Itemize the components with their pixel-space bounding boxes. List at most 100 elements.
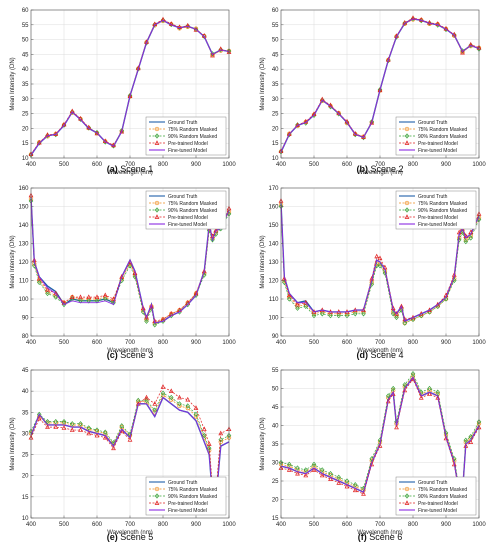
legend-marker (404, 207, 410, 213)
y-tick-label: 80 (22, 334, 29, 340)
data-point (352, 311, 358, 317)
legend-label: Ground Truth (168, 120, 198, 126)
panel-caption: (c) Scene 3 (107, 350, 154, 360)
series-line-90-random-masked (280, 206, 480, 324)
x-tick-label: 500 (59, 522, 70, 528)
data-point (336, 313, 342, 319)
data-point (418, 389, 424, 395)
data-point (160, 384, 166, 389)
data-point (111, 440, 116, 446)
panel-caption: (e) Scene 5 (107, 532, 154, 542)
legend-label: 90% Random Masked (418, 208, 467, 214)
y-tick-label: 30 (22, 431, 29, 437)
x-tick-label: 600 (92, 340, 103, 346)
data-point (394, 314, 399, 321)
x-tick-label: 500 (309, 162, 320, 168)
legend-box (395, 476, 477, 516)
y-tick-label: 140 (268, 242, 279, 248)
data-point (402, 382, 408, 388)
legend-label: Pre-trained Model (168, 215, 208, 221)
y-tick-label: 90 (22, 316, 29, 322)
x-tick-label: 1000 (472, 340, 486, 346)
legend-box (395, 190, 477, 230)
y-tick-label: 110 (269, 297, 279, 303)
x-tick-label: 400 (276, 522, 287, 528)
data-point (45, 424, 50, 429)
data-point (132, 270, 138, 275)
legend-label: Fine-tuned Model (168, 508, 207, 514)
legend-marker (404, 214, 410, 219)
chart-panel-2: 400 500 600 700 800 900 1000 10 15 20 25 30 35 40 45 50… (260, 8, 486, 176)
chart-panel-1: 400 500 600 700 800 900 1000 10 15 20 25 30 35 40 45 50… (10, 8, 236, 176)
legend-marker (154, 500, 160, 505)
data-point (144, 314, 149, 320)
x-tick-label: 400 (26, 162, 37, 168)
x-tick-label: 500 (309, 340, 320, 346)
x-tick-label: 900 (191, 162, 202, 168)
legend-marker (154, 214, 160, 219)
data-point (78, 294, 83, 299)
data-point (410, 15, 416, 20)
data-point (361, 491, 366, 496)
x-tick-label: 1000 (472, 162, 486, 168)
data-point (45, 286, 50, 292)
legend-box (145, 190, 227, 230)
y-tick-label: 25 (272, 112, 279, 118)
y-tick-label: 45 (22, 52, 29, 58)
y-tick-label: 30 (272, 97, 279, 103)
data-point (94, 427, 100, 433)
series-line-fine-tuned-model (280, 18, 480, 153)
data-point (374, 253, 380, 259)
panel-caption: (b) Scene 2 (356, 164, 403, 174)
x-axis-label: Wavelength (nm) (357, 348, 402, 354)
x-tick-label: 600 (92, 162, 103, 168)
data-point (311, 461, 317, 467)
y-tick-label: 45 (22, 368, 29, 374)
series-line-90-random-masked (280, 373, 480, 489)
data-point (69, 421, 75, 427)
y-tick-label: 55 (272, 368, 279, 374)
data-point (390, 385, 396, 392)
x-tick-label: 800 (408, 522, 419, 528)
data-point (53, 418, 59, 425)
data-point (160, 390, 166, 396)
y-axis-label: Mean Intensity (DN) (10, 57, 16, 110)
legend-label: Ground Truth (168, 480, 198, 486)
data-point (201, 426, 207, 432)
data-point (385, 393, 391, 399)
y-tick-label: 110 (19, 279, 29, 285)
y-tick-label: 30 (272, 461, 279, 467)
legend-box (145, 476, 227, 516)
legend-label: Ground Truth (168, 194, 198, 200)
y-tick-label: 35 (272, 442, 279, 448)
legend-label: Pre-trained Model (168, 501, 208, 507)
y-tick-label: 100 (268, 316, 279, 322)
y-tick-label: 90 (272, 334, 279, 340)
legend-label: Pre-trained Model (418, 501, 458, 507)
data-point (303, 303, 309, 310)
y-axis-label: Mean Intensity (DN) (10, 417, 16, 470)
x-tick-label: 700 (375, 162, 386, 168)
data-point (119, 423, 125, 429)
data-point (303, 472, 309, 478)
legend-label: 75% Random Masked (418, 487, 467, 493)
caption-text: Scene 2 (368, 164, 404, 174)
data-point (427, 19, 432, 25)
data-point (177, 394, 182, 400)
y-tick-label: 15 (22, 141, 29, 147)
data-point (344, 478, 350, 484)
data-point (319, 472, 325, 478)
data-point (352, 482, 358, 488)
data-point (402, 387, 408, 393)
panel-caption: (d) Scene 4 (356, 350, 403, 360)
y-axis-label: Mean Intensity (DN) (10, 235, 16, 288)
y-tick-label: 10 (22, 156, 29, 162)
data-point (69, 427, 75, 432)
y-tick-label: 50 (272, 387, 279, 393)
data-point (328, 313, 333, 319)
data-point (377, 255, 383, 261)
y-tick-label: 130 (268, 260, 279, 266)
data-point (102, 292, 108, 298)
